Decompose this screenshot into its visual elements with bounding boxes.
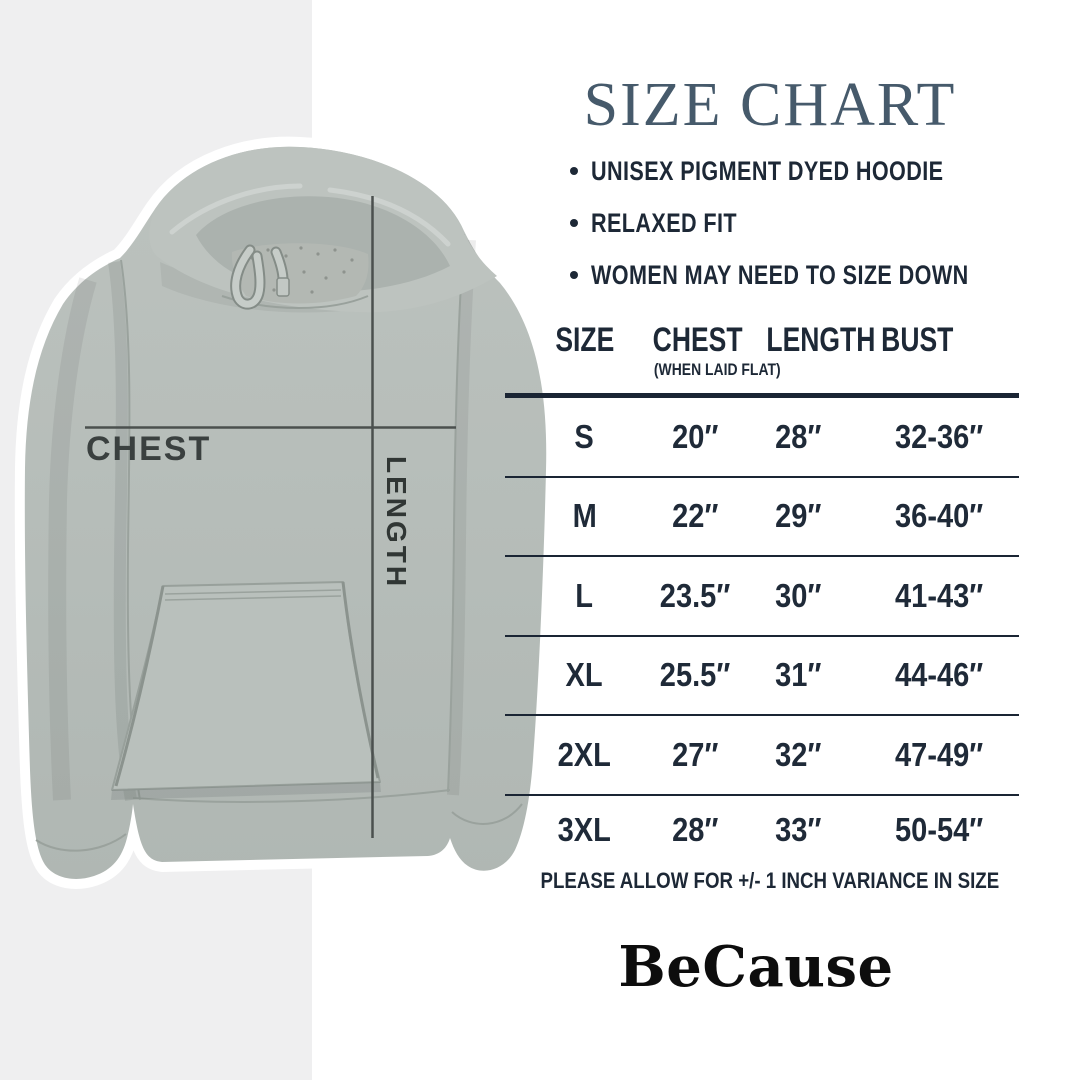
bullet-item: UNISEX PIGMENT DYED HOODIE: [570, 156, 1063, 186]
bullet-dot: [570, 167, 578, 175]
cell-length: 28″: [775, 417, 822, 455]
table-header-row: SIZE CHEST (WHEN LAID FLAT) LENGTH BUST: [505, 322, 1019, 398]
cell-length: 31″: [775, 656, 822, 694]
hoodie-photo: [24, 146, 547, 879]
cell-chest: 22″: [672, 497, 719, 535]
header-length: LENGTH: [751, 322, 875, 393]
bullet-dot: [570, 271, 578, 279]
cell-bust: 50-54″: [895, 810, 984, 848]
measurement-lines: [85, 196, 456, 838]
cell-size: L: [575, 576, 594, 614]
cell-bust: 32-36″: [895, 417, 984, 455]
cell-chest: 28″: [672, 810, 719, 848]
header-chest: CHEST (WHEN LAID FLAT): [640, 321, 781, 393]
bullet-text: UNISEX PIGMENT DYED HOODIE: [591, 155, 944, 186]
cell-length: 30″: [775, 576, 822, 614]
table-row: L 23.5″ 30″ 41-43″: [505, 557, 1019, 637]
bullet-text: RELAXED FIT: [591, 207, 738, 238]
cell-chest: 20″: [672, 417, 719, 455]
drawstrings: [230, 244, 290, 310]
cell-size: 3XL: [557, 810, 612, 848]
header-bust-label: BUST: [881, 321, 954, 359]
header-chest-label: CHEST: [652, 321, 743, 359]
cell-size: S: [574, 417, 595, 455]
table-row: S 20″ 28″ 32-36″: [505, 398, 1019, 478]
drawstring-aglet: [276, 277, 290, 297]
bullet-text: WOMEN MAY NEED TO SIZE DOWN: [591, 259, 969, 290]
collar-inner: [231, 243, 369, 304]
cell-length: 29″: [775, 497, 822, 535]
header-bust: BUST: [862, 322, 973, 393]
cell-bust: 44-46″: [895, 656, 984, 694]
cell-size: XL: [565, 656, 604, 694]
cell-chest: 23.5″: [660, 576, 731, 614]
cell-bust: 41-43″: [895, 576, 984, 614]
brand-logo: BeCause: [618, 934, 894, 1000]
table-row: 3XL 28″ 33″ 50-54″: [505, 796, 1019, 864]
table-row: XL 25.5″ 31″ 44-46″: [505, 637, 1019, 716]
variance-note-text: PLEASE ALLOW FOR +/- 1 INCH VARIANCE IN …: [540, 868, 1000, 893]
cell-chest: 27″: [672, 735, 719, 773]
kangaroo-pocket: [111, 581, 381, 800]
chest-measure-label: CHEST: [86, 430, 212, 468]
bullet-item: WOMEN MAY NEED TO SIZE DOWN: [570, 260, 1063, 290]
bullet-item: RELAXED FIT: [570, 208, 1063, 238]
header-size-label: SIZE: [555, 321, 614, 359]
cell-length: 33″: [775, 810, 822, 848]
length-measure-label: LENGTH: [381, 456, 412, 590]
cell-size: M: [572, 497, 597, 535]
cell-length: 32″: [775, 735, 822, 773]
table-row: 2XL 27″ 32″ 47-49″: [505, 716, 1019, 796]
table-row: M 22″ 29″ 36-40″: [505, 478, 1019, 557]
size-table: SIZE CHEST (WHEN LAID FLAT) LENGTH BUST …: [505, 322, 1019, 864]
bullet-dot: [570, 219, 578, 227]
cell-size: 2XL: [557, 735, 612, 773]
header-length-label: LENGTH: [766, 321, 876, 359]
cell-bust: 36-40″: [895, 497, 984, 535]
header-size: SIZE: [529, 322, 640, 393]
variance-note: PLEASE ALLOW FOR +/- 1 INCH VARIANCE IN …: [500, 868, 999, 894]
feature-bullet-list: UNISEX PIGMENT DYED HOODIE RELAXED FIT W…: [570, 156, 1063, 312]
cell-bust: 47-49″: [895, 735, 984, 773]
chest-subheader: (WHEN LAID FLAT): [653, 360, 781, 379]
cell-chest: 25.5″: [660, 656, 731, 694]
size-chart-title: SIZE CHART: [583, 71, 957, 139]
